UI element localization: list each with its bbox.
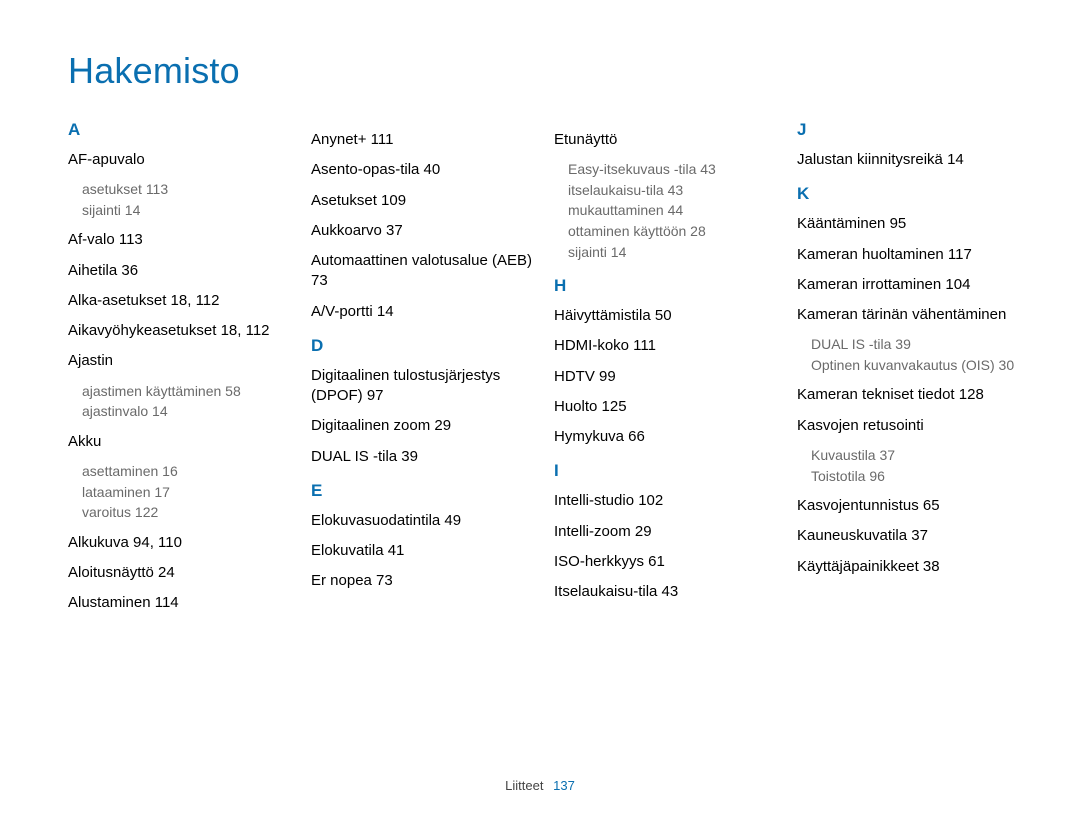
index-column: J Jalustan kiinnitysreikä 14 K Kääntäminen … (797, 120, 1020, 624)
index-entry: Huolto 125 (554, 397, 777, 417)
index-letter: A (68, 120, 291, 140)
index-columns: AAF-apuvaloasetukset 113sijainti 14Af-va… (68, 120, 1020, 624)
index-entry: Digitaalinen zoom 29 (311, 416, 534, 436)
page-footer: Liitteet 137 (0, 778, 1080, 793)
index-subentries: ajastimen käyttäminen 58ajastinvalo 14 (82, 382, 291, 422)
index-entry: Aloitusnäyttö 24 (68, 563, 291, 583)
index-entry: Ajastin (68, 351, 291, 371)
index-entry: Elokuvatila 41 (311, 541, 534, 561)
index-entry: Akku (68, 432, 291, 452)
index-subentries: Kuvaustila 37Toistotila 96 (811, 446, 1020, 486)
index-letter: I (554, 461, 777, 481)
index-subentry: Kuvaustila 37 (811, 446, 1020, 466)
index-subentries: asettaminen 16lataaminen 17varoitus 122 (82, 462, 291, 523)
index-entry: Alkukuva 94, 110 (68, 533, 291, 553)
index-subentry: Toistotila 96 (811, 467, 1020, 487)
index-entry: Elokuvasuodatintila 49 (311, 511, 534, 531)
index-entry: Intelli-zoom 29 (554, 522, 777, 542)
index-entry: Kasvojen retusointi (797, 416, 1020, 436)
index-entry: Kameran huoltaminen 117 (797, 245, 1020, 265)
index-subentry: DUAL IS -tila 39 (811, 335, 1020, 355)
index-entry: Kääntäminen 95 (797, 214, 1020, 234)
index-letter: J (797, 120, 1020, 140)
index-entry: Automaattinen valotusalue (AEB) 73 (311, 251, 534, 292)
index-column: A AF-apuvalo asetukset 113sijainti 14 Af-va… (68, 120, 311, 624)
index-entry: Asetukset 109 (311, 191, 534, 211)
index-entry: Hymykuva 66 (554, 427, 777, 447)
index-column: Etunäyttö Easy-itsekuvaus -tila 43itselau… (554, 120, 797, 624)
index-entry: Digitaalinen tulostusjärjestys (DPOF) 97 (311, 366, 534, 407)
index-letter: E (311, 481, 534, 501)
index-column: Anynet+ 111 Asento-opas-tila 40 Asetukset … (311, 120, 554, 624)
index-subentry: Easy-itsekuvaus -tila 43 (568, 160, 777, 180)
index-letter: H (554, 276, 777, 296)
index-entry: Alka-asetukset 18, 112 (68, 291, 291, 311)
index-subentry: mukauttaminen 44 (568, 201, 777, 221)
index-letter: D (311, 336, 534, 356)
index-entry: Itselaukaisu-tila 43 (554, 582, 777, 602)
index-entry: Häivyttämistila 50 (554, 306, 777, 326)
index-entry: Kameran tekniset tiedot 128 (797, 385, 1020, 405)
index-entry: Er nopea 73 (311, 571, 534, 591)
index-entry: Aihetila 36 (68, 261, 291, 281)
index-entry: Etunäyttö (554, 130, 777, 150)
index-entry: Intelli-studio 102 (554, 491, 777, 511)
index-entry: Käyttäjäpainikkeet 38 (797, 557, 1020, 577)
index-entry: Jalustan kiinnitysreikä 14 (797, 150, 1020, 170)
index-subentries: asetukset 113sijainti 14 (82, 180, 291, 220)
index-entry: Aukkoarvo 37 (311, 221, 534, 241)
index-entry: Kameran tärinän vähentäminen (797, 305, 1020, 325)
index-subentry: lataaminen 17 (82, 483, 291, 503)
page-title: Hakemisto (68, 50, 1020, 92)
index-entry: Kauneuskuvatila 37 (797, 526, 1020, 546)
index-entry: Asento-opas-tila 40 (311, 160, 534, 180)
index-entry: A/V-portti 14 (311, 302, 534, 322)
footer-label: Liitteet (505, 778, 543, 793)
index-subentry: ajastimen käyttäminen 58 (82, 382, 291, 402)
index-entry: Kasvojentunnistus 65 (797, 496, 1020, 516)
index-entry: ISO-herkkyys 61 (554, 552, 777, 572)
index-entry: DUAL IS -tila 39 (311, 447, 534, 467)
index-subentry: ottaminen käyttöön 28 (568, 222, 777, 242)
index-entry: HDTV 99 (554, 367, 777, 387)
index-subentries: DUAL IS -tila 39Optinen kuvanvakautus (O… (811, 335, 1020, 375)
index-entry: AF-apuvalo (68, 150, 291, 170)
index-letter: K (797, 184, 1020, 204)
index-subentries: Easy-itsekuvaus -tila 43itselaukaisu-til… (568, 160, 777, 262)
index-entry: HDMI-koko 111 (554, 336, 777, 356)
index-subentry: sijainti 14 (82, 201, 291, 221)
index-subentry: ajastinvalo 14 (82, 402, 291, 422)
index-entry: Af-valo 113 (68, 230, 291, 250)
footer-page-number: 137 (553, 778, 575, 793)
index-subentry: asetukset 113 (82, 180, 291, 200)
index-entry: Kameran irrottaminen 104 (797, 275, 1020, 295)
index-page: Hakemisto AAF-apuvaloasetukset 113sijain… (0, 0, 1080, 815)
index-entry: Aikavyöhykeasetukset 18, 112 (68, 321, 291, 341)
index-entry: Anynet+ 111 (311, 130, 534, 150)
index-subentry: sijainti 14 (568, 243, 777, 263)
index-subentry: itselaukaisu-tila 43 (568, 181, 777, 201)
index-entry: Alustaminen 114 (68, 593, 291, 613)
index-subentry: varoitus 122 (82, 503, 291, 523)
index-subentry: asettaminen 16 (82, 462, 291, 482)
index-subentry: Optinen kuvanvakautus (OIS) 30 (811, 356, 1020, 376)
